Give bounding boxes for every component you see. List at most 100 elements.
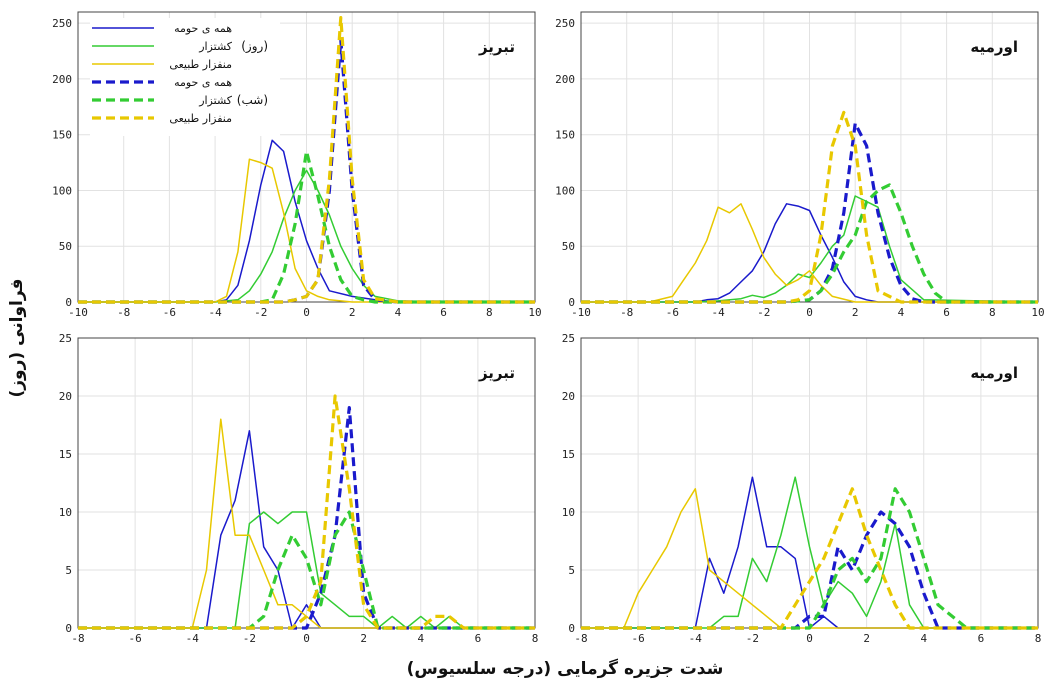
y-tick-label: 250 [52, 17, 72, 30]
y-tick-label: 150 [52, 129, 72, 142]
x-tick-label: 2 [360, 632, 367, 645]
x-tick-label: 2 [852, 306, 859, 319]
y-tick-label: 25 [59, 332, 72, 345]
y-tick-label: 10 [59, 506, 72, 519]
x-tick-label: -8 [574, 632, 587, 645]
legend-label-4: همه ی حومه [174, 76, 232, 89]
panel-title: اورمیه [970, 364, 1018, 382]
y-tick-label: 15 [59, 448, 72, 461]
series-line-5 [581, 487, 1038, 630]
legend: (روز) (شب) همه ی حومه کشتزار منفزار طبیعی ه… [90, 18, 280, 136]
x-tick-label: 6 [978, 632, 985, 645]
legend-label-1: همه ی حومه [174, 22, 232, 35]
x-tick-label: -4 [208, 306, 222, 319]
chart-panel-3: -8 -6 -4 -2 0 2 4 6 8 0 5 10 15 20 25 تبریز [59, 332, 539, 645]
x-tick-label: 0 [303, 632, 310, 645]
x-tick-label: 0 [303, 306, 310, 319]
y-tick-label: 200 [52, 73, 72, 86]
series-line-5 [78, 149, 535, 304]
x-tick-label: 8 [989, 306, 996, 319]
x-tick-label: 10 [1031, 306, 1044, 319]
series-line-3 [78, 158, 535, 303]
series-line-4 [581, 510, 1038, 630]
x-tick-label: 8 [486, 306, 493, 319]
x-tick-label: 8 [532, 632, 539, 645]
x-tick-label: -4 [689, 632, 703, 645]
x-tick-label: -8 [71, 632, 84, 645]
series-line-6 [581, 487, 1038, 630]
y-tick-label: 5 [568, 564, 575, 577]
axes-frame [580, 11, 1039, 303]
x-tick-label: 6 [475, 632, 482, 645]
axes-frame [77, 11, 536, 303]
panels-group: -10 -8 -6 -4 -2 0 2 4 6 8 10050100150200250تبریز-1… [52, 11, 1045, 645]
series-line-2 [78, 169, 535, 303]
series-line-6 [78, 16, 535, 304]
x-tick-label: -6 [666, 306, 679, 319]
x-tick-label: 8 [1035, 632, 1042, 645]
y-tick-label: 100 [555, 184, 575, 197]
legend-label-3: منفزار طبیعی [169, 58, 232, 71]
legend-label-6: منفزار طبیعی [169, 112, 232, 125]
x-tick-label: -8 [620, 306, 633, 319]
panel-title: تبریز [478, 364, 515, 382]
y-tick-label: 10 [562, 506, 575, 519]
x-tick-label: 0 [806, 632, 813, 645]
x-tick-label: 4 [898, 306, 905, 319]
series-line-6 [581, 110, 1038, 304]
y-tick-label: 0 [568, 296, 575, 309]
y-tick-label: 200 [555, 73, 575, 86]
x-tick-label: -4 [711, 306, 725, 319]
x-tick-label: -4 [186, 632, 200, 645]
series-line-1 [581, 203, 1038, 303]
y-tick-label: 50 [59, 240, 72, 253]
x-tick-label: 6 [943, 306, 950, 319]
y-tick-label: 0 [568, 622, 575, 635]
x-tick-label: -8 [117, 306, 130, 319]
y-tick-label: 50 [562, 240, 575, 253]
x-tick-label: -6 [129, 632, 142, 645]
x-tick-label: 4 [920, 632, 927, 645]
y-tick-label: 25 [562, 332, 575, 345]
y-tick-label: 5 [65, 564, 72, 577]
panel-title: تبریز [478, 38, 515, 56]
x-tick-label: 10 [528, 306, 541, 319]
x-tick-label: 4 [417, 632, 424, 645]
chart-panel-4: -8 -6 -4 -2 0 2 4 6 8 0 5 10 15 20 25 اورمیه [562, 332, 1042, 645]
x-tick-label: 2 [349, 306, 356, 319]
y-tick-label: 0 [65, 296, 72, 309]
y-tick-label: 250 [555, 17, 575, 30]
series-line-3 [581, 203, 1038, 303]
x-tick-label: -6 [163, 306, 176, 319]
panel-title: اورمیه [970, 38, 1018, 56]
series-line-5 [581, 183, 1038, 304]
x-tick-label: 6 [440, 306, 447, 319]
x-tick-label: 0 [806, 306, 813, 319]
x-tick-label: 2 [863, 632, 870, 645]
y-tick-label: 15 [562, 448, 575, 461]
y-tick-label: 20 [562, 390, 575, 403]
y-tick-label: 150 [555, 129, 575, 142]
x-tick-label: -2 [757, 306, 770, 319]
x-tick-label: -2 [243, 632, 256, 645]
series-line-3 [581, 488, 1038, 629]
x-tick-label: -10 [571, 306, 591, 319]
y-tick-label: 100 [52, 184, 72, 197]
x-axis-label: شدت جزیره گرمایی (درجه سلسیوس) [407, 658, 724, 679]
y-tick-label: 20 [59, 390, 72, 403]
series-line-5 [78, 510, 535, 630]
legend-box [90, 18, 280, 136]
y-tick-label: 0 [65, 622, 72, 635]
x-tick-label: -2 [254, 306, 267, 319]
y-axis-label: فراوانی (روز) [7, 278, 27, 397]
x-tick-label: 4 [395, 306, 402, 319]
x-tick-label: -6 [632, 632, 645, 645]
legend-label-2: کشتزار [198, 40, 233, 53]
series-line-6 [78, 394, 535, 630]
legend-day-group-label: (روز) [241, 39, 268, 54]
legend-night-group-label: (شب) [237, 93, 268, 107]
legend-label-5: کشتزار [198, 94, 233, 107]
